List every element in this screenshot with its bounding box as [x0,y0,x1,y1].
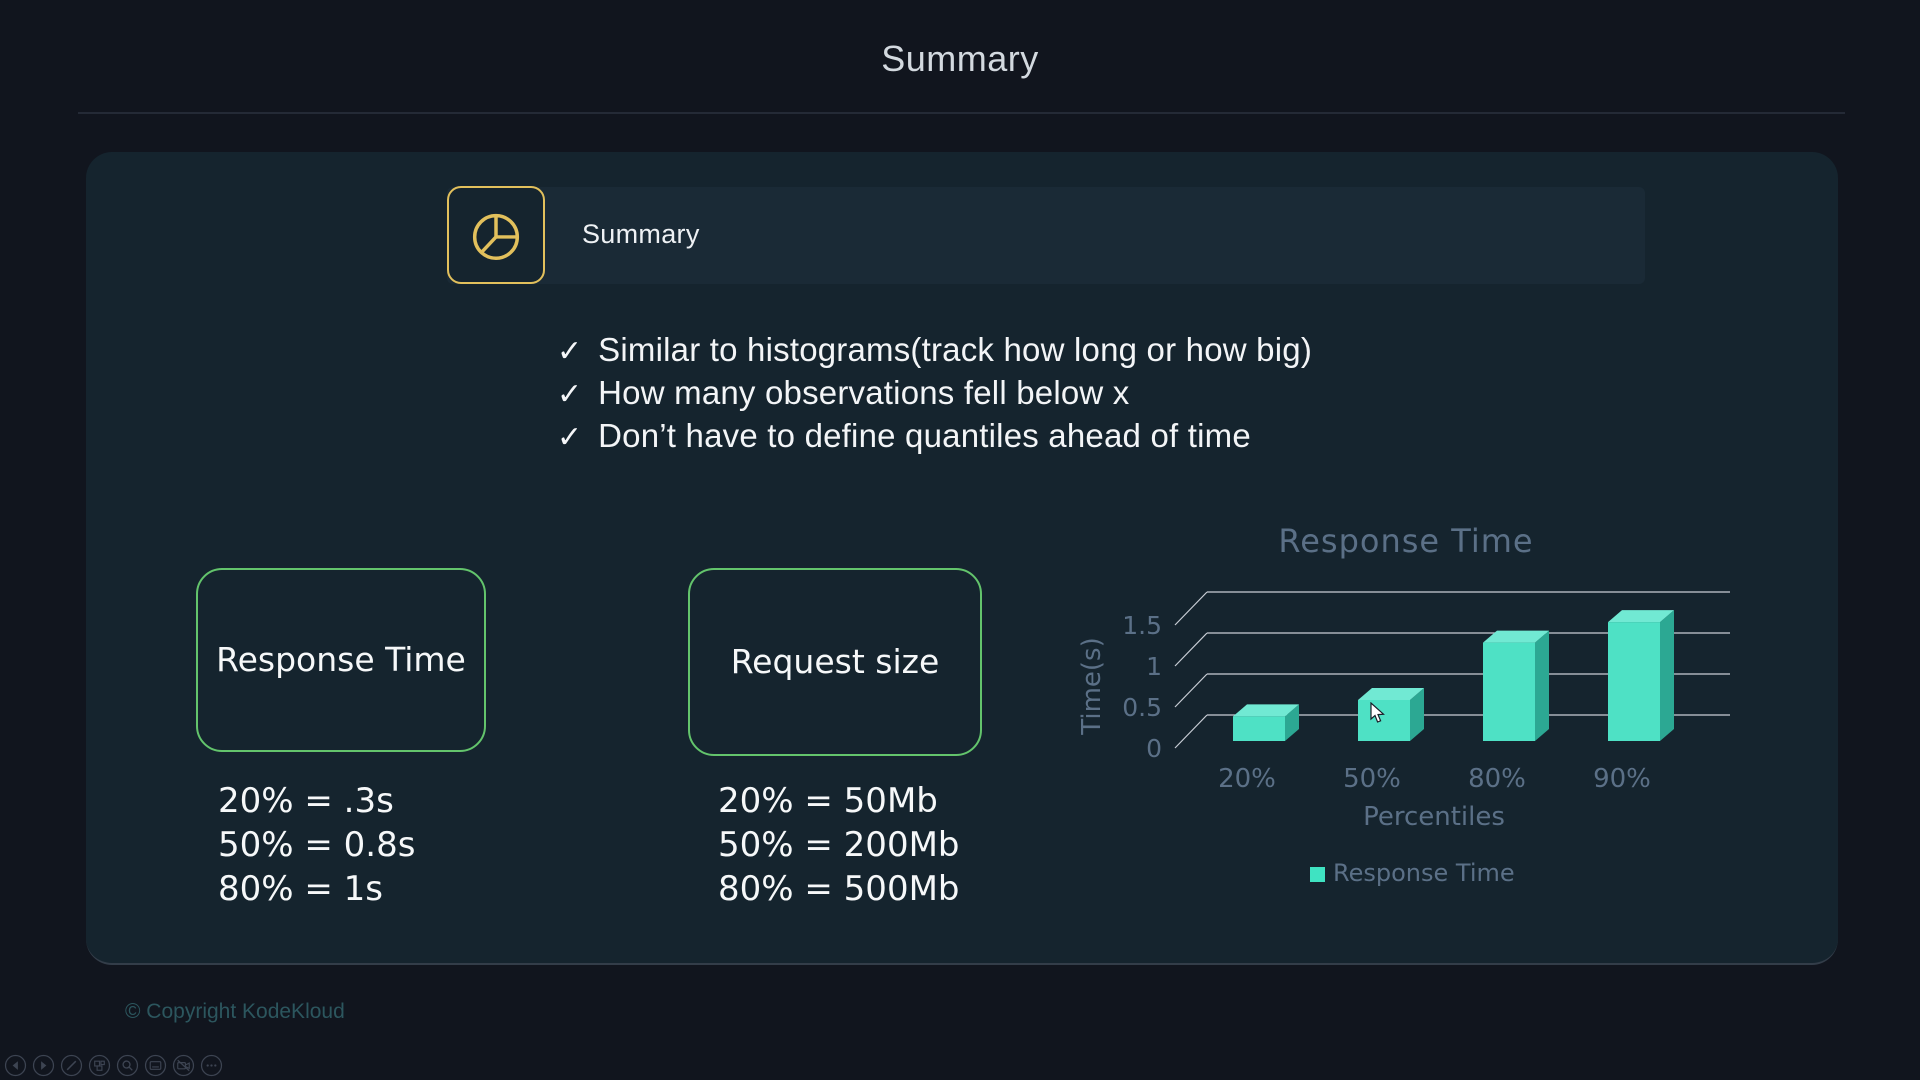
response-time-stats: 20% = .3s 50% = 0.8s 80% = 1s [218,779,415,911]
bullet-list: ✓ Similar to histograms(track how long or… [557,331,1312,460]
svg-text:0.5: 0.5 [1122,693,1162,722]
whiteboard-button[interactable] [144,1054,167,1077]
svg-text:90%: 90% [1593,764,1651,794]
svg-text:1: 1 [1146,652,1162,681]
svg-text:80%: 80% [1468,764,1526,794]
stat-item: 80% = 500Mb [718,869,960,909]
request-size-box: Request size [688,568,982,756]
section-icon-box [447,186,545,284]
bullet-item: ✓ Similar to histograms(track how long or… [557,331,1312,374]
stat-item: 50% = 200Mb [718,825,960,865]
previous-button[interactable] [4,1054,27,1077]
player-toolbar [4,1054,223,1077]
request-size-box-label: Request size [730,641,940,681]
check-icon: ✓ [557,335,583,368]
stat-item: 50% = 0.8s [218,825,416,865]
stat-item: 20% = 50Mb [718,781,938,821]
svg-text:Time(s): Time(s) [1077,637,1107,735]
camera-off-button[interactable] [172,1054,195,1077]
bullet-text: How many observations fell below x [598,374,1130,411]
bullet-text: Similar to histograms(track how long or … [598,331,1313,368]
stat-item: 80% = 1s [218,869,384,909]
svg-text:Percentiles: Percentiles [1363,802,1505,832]
slide-card: Summary ✓ Similar to histograms(track how… [86,152,1838,965]
svg-text:Response Time: Response Time [1333,859,1515,887]
bullet-item: ✓ Don’t have to define quantiles ahead of… [557,417,1312,460]
title-divider [78,112,1845,114]
check-icon: ✓ [557,421,583,454]
bullet-item: ✓ How many observations fell below x [557,374,1312,417]
svg-text:0: 0 [1146,734,1162,763]
check-icon: ✓ [557,378,583,411]
pen-tool-button[interactable] [60,1054,83,1077]
svg-text:Response Time: Response Time [1278,522,1533,560]
pie-chart-icon [472,213,520,260]
mouse-cursor [1370,702,1385,723]
zoom-button[interactable] [116,1054,139,1077]
request-size-stats: 20% = 50Mb 50% = 200Mb 80% = 500Mb [718,779,960,911]
stat-item: 20% = .3s [218,781,394,821]
next-button[interactable] [32,1054,55,1077]
response-time-box: Response Time [196,568,486,752]
page-title: Summary [881,38,1039,79]
copyright-text: © Copyright KodeKloud [125,1000,345,1023]
svg-text:1.5: 1.5 [1122,611,1162,640]
response-time-box-label: Response Time [216,639,466,679]
response-time-chart: Response Time 0 0.5 1 1.5 Time(s) 20% 50% 80% 90%… [1077,522,1730,887]
section-title: Summary [582,219,700,249]
section-header-band [447,187,1645,284]
svg-text:20%: 20% [1218,764,1276,794]
svg-text:50%: 50% [1343,764,1401,794]
bullet-text: Don’t have to define quantiles ahead of … [598,417,1251,454]
more-options-button[interactable] [200,1054,223,1077]
slides-panel-button[interactable] [88,1054,111,1077]
